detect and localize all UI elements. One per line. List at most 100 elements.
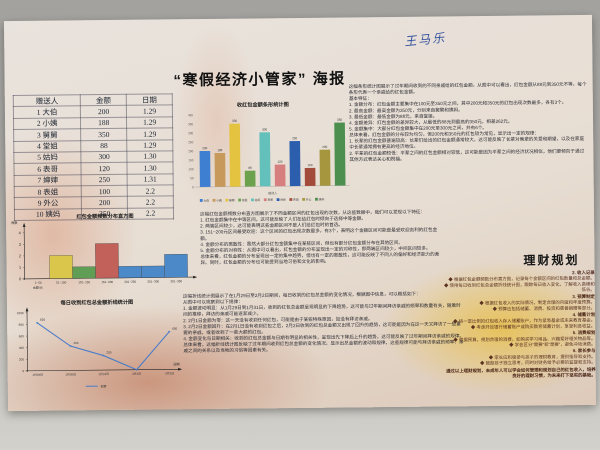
bar-value-label: 200 <box>202 146 207 150</box>
col-header-date: 日期 <box>126 93 173 106</box>
bar-value-label: 250 <box>292 136 297 140</box>
histogram-bar <box>49 255 73 279</box>
histogram-bar <box>72 266 96 279</box>
gift-table: 赠送人 金额 日期 1 大伯 200 1.29 2 小姨 188 1.29 3 舅舅 350 1… <box>13 93 174 221</box>
bar <box>274 164 286 187</box>
legend-swatch <box>212 198 216 202</box>
histogram-bar <box>118 265 142 279</box>
y-tick-label: 600 <box>19 334 24 338</box>
y-tick-label: 1000 <box>17 311 24 315</box>
col-header-amount: 金额 <box>80 94 127 107</box>
y-tick-label: 350 <box>188 122 193 126</box>
data-point <box>102 354 105 357</box>
bar-value-label: 200 <box>322 145 327 149</box>
point-value-label: 420 <box>73 341 78 345</box>
y-tick-label: 100 <box>188 167 193 171</box>
legend-swatch <box>315 197 318 201</box>
bar-value-label: 350 <box>337 118 342 122</box>
y-tick-label: 200 <box>19 357 24 361</box>
poster-title: “寒假经济小管家” 海报 <box>173 70 346 90</box>
legend-swatch <box>225 198 229 202</box>
y-tick-label: 200 <box>188 149 193 153</box>
x-axis-arrow <box>193 275 198 279</box>
legend-swatch <box>251 198 254 202</box>
y-axis-arrow <box>25 307 29 312</box>
bar <box>319 149 331 186</box>
y-tick-label: 250 <box>188 140 193 144</box>
legend-label: 外公 <box>306 197 312 201</box>
line-chart-analysis-text: 这幅折线统计图展示了在1月29日至2月2日期间，每日收到的红包总金额的变化情况，… <box>182 291 465 354</box>
histogram-bar <box>164 254 188 278</box>
x-tick-label: 101~150 <box>78 280 90 284</box>
bar <box>199 150 211 188</box>
plan-bullet: ◆ 鼓励孩子独立思考，同时对财务给予必要的监督和支持。 <box>479 359 596 366</box>
x-axis <box>25 368 180 372</box>
point-value-label: 250 <box>106 350 111 354</box>
legend-swatch <box>199 199 203 202</box>
legend-label: 舅舅 <box>229 198 235 202</box>
legend-swatch <box>263 198 267 202</box>
legend-label: 金额 <box>100 383 106 388</box>
red-envelope-bar-chart: 收红包金额条形统计图 0 50 100 150 200 250 300 350 400 200 188… <box>188 100 350 203</box>
x-tick-label: 1月30日 <box>65 372 76 376</box>
point-value-label: 826 <box>40 318 45 322</box>
financial-plan-title: 理财规划 <box>523 253 580 268</box>
bar <box>229 123 241 187</box>
data-line <box>36 322 170 371</box>
y-tick-label: 800 <box>19 323 24 327</box>
x-axis-label: 金额/元 <box>33 285 43 290</box>
y-tick-label: 400 <box>188 113 193 117</box>
y-tick-label: 2 <box>19 254 21 258</box>
histogram-bar <box>141 265 165 278</box>
legend-swatch <box>302 197 306 201</box>
bar <box>259 132 271 187</box>
bar <box>304 167 316 186</box>
legend-label: 表姐 <box>293 198 299 202</box>
legend-swatch <box>289 198 293 201</box>
financial-plan-content: 2. 收入记录 ◆ 根据红包金额频数分布直方图，记录每个金额区间的红包数量和总金额… <box>443 268 597 450</box>
data-point <box>69 345 72 347</box>
legend-label: 姑妈 <box>255 198 261 202</box>
legend-label: 婶婶 <box>280 198 286 202</box>
legend-swatch <box>238 198 242 202</box>
legend-label: 大伯 <box>203 199 209 203</box>
y-axis-arrow <box>22 222 26 227</box>
x-axis-label: 日期 <box>173 361 179 366</box>
chart-title: 每日收到红包总金额折线统计图 <box>61 298 134 307</box>
bar <box>244 170 256 187</box>
x-tick-label: 301~350 <box>170 279 182 283</box>
bar-chart-analysis-text: 这幅条形统计图展示了过年期间收到的不同亲戚给的红包金额，从图中可以看出，红包金额… <box>348 81 587 162</box>
chart-title: 收红包金额条形统计图 <box>237 100 289 109</box>
x-tick-label: 1月29日 <box>32 373 43 377</box>
x-tick-label: 1~50 <box>35 281 42 285</box>
poster-paper: “寒假经济小管家” 海报 赠送人 金额 日期 1 大伯 200 1.29 2 小姨 18… <box>3 14 597 412</box>
plan-bullet: ◆ 使用每日收到红包总金额折线统计图，跟踪每日收入变化，了解收入高峰和低谷。 <box>443 281 595 293</box>
y-tick-label: 50 <box>190 176 194 180</box>
data-point <box>168 330 171 333</box>
bar-value-label: 188 <box>217 148 222 152</box>
y-tick-label: 3 <box>19 243 21 247</box>
y-axis-label: 频数 <box>11 220 18 225</box>
y-tick-label: 150 <box>188 158 193 162</box>
legend-label: 小姨 <box>216 198 222 202</box>
x-tick-label: 251~300 <box>147 279 159 283</box>
x-tick-label: 1月31日 <box>98 372 109 376</box>
x-axis-arrow <box>178 367 183 371</box>
bar <box>214 152 226 187</box>
x-tick-label: 2月2日 <box>165 371 174 375</box>
bar-value-label: 100 <box>307 163 312 167</box>
chart-title: 红包金额频数分布直方图 <box>76 212 133 221</box>
legend-label: 堂姐 <box>242 198 248 202</box>
point-value-label: 650 <box>172 327 177 331</box>
handwritten-name: 王马乐 <box>403 30 447 49</box>
y-tick-label: 400 <box>19 346 24 350</box>
bar-value-label: 88 <box>248 166 252 170</box>
plan-footer: 通过以上理财规划，未成年人可以学会如何管理和规划自己的红包收入，培养良好的理财习… <box>446 366 596 379</box>
y-tick-label: 0 <box>19 277 21 281</box>
daily-total-line-chart: 每日收到红包总金额折线统计图 0 200 400 600 800 1000 日期 1月29日 82… <box>17 298 183 388</box>
x-tick-label: 2月1日 <box>132 372 141 376</box>
data-point <box>135 368 138 371</box>
x-tick-label: 201~250 <box>124 280 136 284</box>
